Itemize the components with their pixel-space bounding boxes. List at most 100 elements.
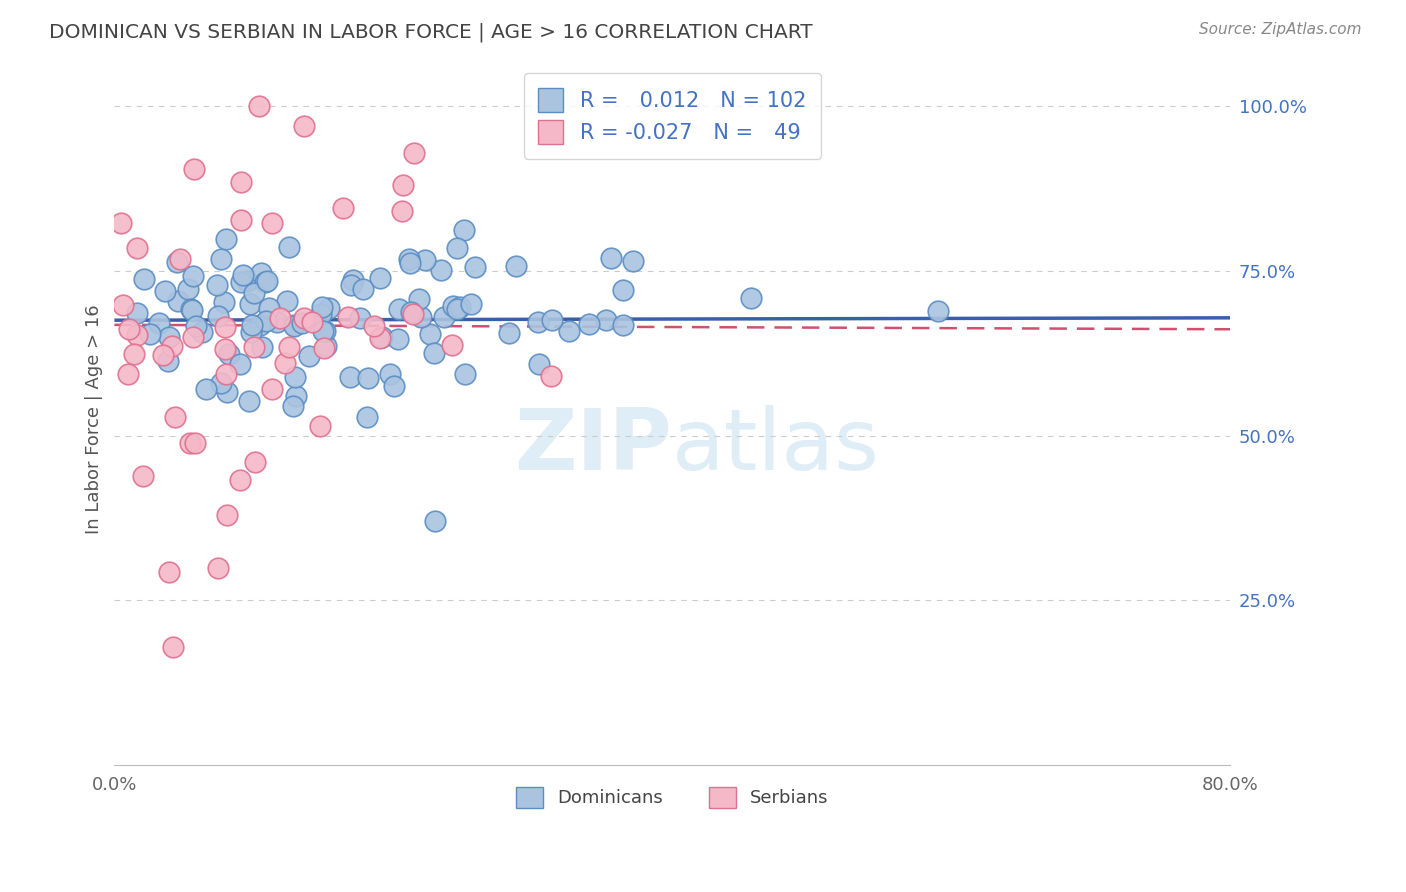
Point bbox=[433, 310, 456, 324]
Point bbox=[413, 253, 436, 268]
Point bbox=[194, 382, 217, 396]
Point bbox=[391, 204, 413, 219]
Point bbox=[309, 307, 332, 321]
Point bbox=[209, 376, 232, 391]
Point bbox=[278, 239, 301, 253]
Point bbox=[132, 469, 155, 483]
Point bbox=[460, 297, 482, 311]
Point bbox=[239, 297, 262, 311]
Point bbox=[284, 389, 307, 403]
Point bbox=[441, 299, 464, 313]
Point bbox=[249, 318, 271, 332]
Point bbox=[540, 369, 562, 384]
Point bbox=[541, 313, 564, 327]
Point bbox=[399, 305, 422, 319]
Point bbox=[205, 278, 228, 293]
Point bbox=[169, 252, 191, 267]
Point bbox=[276, 294, 298, 309]
Point bbox=[153, 284, 176, 298]
Point bbox=[110, 216, 132, 230]
Point bbox=[363, 318, 385, 333]
Point bbox=[292, 119, 315, 133]
Point bbox=[214, 342, 236, 356]
Point bbox=[449, 300, 471, 314]
Point bbox=[166, 254, 188, 268]
Point bbox=[453, 223, 475, 237]
Point bbox=[256, 274, 278, 288]
Point bbox=[740, 291, 762, 305]
Text: DOMINICAN VS SERBIAN IN LABOR FORCE | AGE > 16 CORRELATION CHART: DOMINICAN VS SERBIAN IN LABOR FORCE | AG… bbox=[49, 22, 813, 42]
Point bbox=[446, 302, 468, 317]
Point bbox=[392, 178, 415, 192]
Point bbox=[273, 356, 295, 370]
Point bbox=[298, 349, 321, 363]
Point bbox=[180, 302, 202, 317]
Text: atlas: atlas bbox=[672, 405, 880, 488]
Point bbox=[612, 283, 634, 297]
Point bbox=[292, 311, 315, 326]
Point bbox=[254, 314, 277, 328]
Point bbox=[283, 318, 305, 332]
Point bbox=[160, 339, 183, 353]
Point bbox=[183, 162, 205, 177]
Point bbox=[179, 435, 201, 450]
Point bbox=[557, 324, 579, 338]
Point bbox=[277, 341, 299, 355]
Point bbox=[291, 316, 314, 330]
Point bbox=[454, 368, 477, 382]
Point bbox=[125, 328, 148, 343]
Point bbox=[117, 367, 139, 381]
Point bbox=[408, 292, 430, 306]
Point bbox=[339, 278, 361, 293]
Point bbox=[336, 310, 359, 324]
Point bbox=[139, 326, 162, 341]
Point bbox=[254, 275, 277, 289]
Point bbox=[228, 357, 250, 371]
Point bbox=[167, 293, 190, 308]
Point bbox=[111, 298, 134, 312]
Point bbox=[404, 145, 426, 160]
Point bbox=[398, 256, 420, 270]
Point bbox=[269, 311, 291, 326]
Point bbox=[441, 338, 464, 352]
Point bbox=[281, 399, 304, 413]
Point bbox=[229, 275, 252, 289]
Point bbox=[218, 346, 240, 360]
Point bbox=[266, 315, 288, 329]
Point bbox=[215, 384, 238, 399]
Point bbox=[423, 514, 446, 528]
Point bbox=[232, 268, 254, 282]
Text: Source: ZipAtlas.com: Source: ZipAtlas.com bbox=[1198, 22, 1361, 37]
Point bbox=[342, 272, 364, 286]
Point bbox=[430, 263, 453, 277]
Point bbox=[240, 318, 263, 332]
Point bbox=[243, 455, 266, 469]
Point bbox=[312, 341, 335, 355]
Point bbox=[214, 319, 236, 334]
Point bbox=[388, 301, 411, 316]
Point bbox=[309, 418, 332, 433]
Point bbox=[157, 330, 180, 344]
Point bbox=[927, 303, 949, 318]
Point bbox=[134, 272, 156, 286]
Point bbox=[235, 274, 257, 288]
Point bbox=[212, 295, 235, 310]
Point bbox=[529, 357, 551, 371]
Point bbox=[250, 266, 273, 280]
Point bbox=[356, 410, 378, 425]
Point bbox=[368, 331, 391, 345]
Point bbox=[118, 321, 141, 335]
Point bbox=[262, 382, 284, 396]
Point bbox=[301, 315, 323, 329]
Point bbox=[419, 326, 441, 341]
Point bbox=[238, 393, 260, 408]
Point bbox=[349, 311, 371, 326]
Point bbox=[368, 271, 391, 285]
Point bbox=[148, 316, 170, 330]
Point bbox=[283, 319, 305, 334]
Point bbox=[152, 348, 174, 362]
Point bbox=[411, 310, 433, 325]
Point bbox=[446, 241, 468, 255]
Point bbox=[231, 212, 253, 227]
Point bbox=[260, 215, 283, 229]
